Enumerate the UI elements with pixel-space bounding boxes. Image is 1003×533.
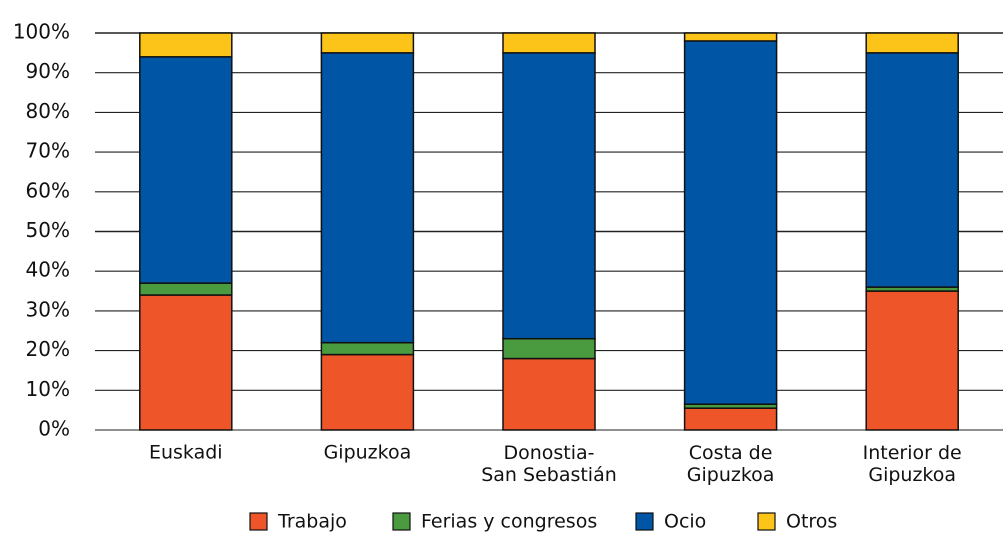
bar-segment <box>139 56 233 284</box>
x-tick-label: Donostia-San Sebastián <box>481 442 617 486</box>
bar-segment <box>683 32 778 42</box>
bar-segment <box>139 294 233 431</box>
bar-segment <box>502 337 596 360</box>
legend-swatch <box>249 512 268 531</box>
legend-label: Ferias y congresos <box>421 511 597 533</box>
y-tick-label: 0% <box>38 417 70 441</box>
x-tick-label: Costa de Gipuzkoa <box>687 442 775 486</box>
y-tick-label: 10% <box>26 377 70 401</box>
y-tick-label: 20% <box>26 337 70 361</box>
x-tick-line: Donostia- <box>503 442 594 464</box>
x-tick-label: Interior de Gipuzkoa <box>863 442 962 486</box>
bar-segment <box>865 32 959 54</box>
legend-label: Otros <box>786 511 837 533</box>
y-tick-label: 50% <box>26 218 70 242</box>
y-tick-label: 90% <box>26 59 70 83</box>
y-tick-label: 70% <box>26 139 70 163</box>
bar-segment <box>320 32 415 54</box>
bar-segment <box>320 341 415 356</box>
y-tick-label: 80% <box>26 99 70 123</box>
bar-segment <box>320 353 415 431</box>
bar-segment <box>865 290 959 431</box>
y-tick-label: 40% <box>26 258 70 282</box>
bar-segment <box>320 52 415 344</box>
legend-label: Ocio <box>664 511 706 533</box>
bar-segment <box>683 40 778 405</box>
x-tick-line: Gipuzkoa <box>868 464 956 486</box>
bar-segment <box>502 52 596 340</box>
bar-segment <box>502 32 596 54</box>
bar-segment <box>502 357 596 431</box>
bar-segment <box>683 407 778 431</box>
x-tick-label: Gipuzkoa <box>324 442 412 464</box>
y-tick-label: 100% <box>13 20 70 44</box>
bar-segment <box>865 52 959 288</box>
y-tick-label: 60% <box>26 178 70 202</box>
x-tick-label: Euskadi <box>149 442 223 464</box>
legend-swatch <box>635 512 654 531</box>
bar-segment <box>139 32 233 58</box>
x-tick-line: Costa de <box>689 442 773 464</box>
legend-label: Trabajo <box>277 511 347 533</box>
legend-swatch <box>757 512 776 531</box>
x-tick-line: Interior de <box>863 442 962 464</box>
bar-segment <box>139 282 233 296</box>
x-tick-line: Gipuzkoa <box>687 464 775 486</box>
y-tick-label: 30% <box>26 297 70 321</box>
x-tick-line: San Sebastián <box>481 464 617 486</box>
legend-swatch <box>392 512 411 531</box>
